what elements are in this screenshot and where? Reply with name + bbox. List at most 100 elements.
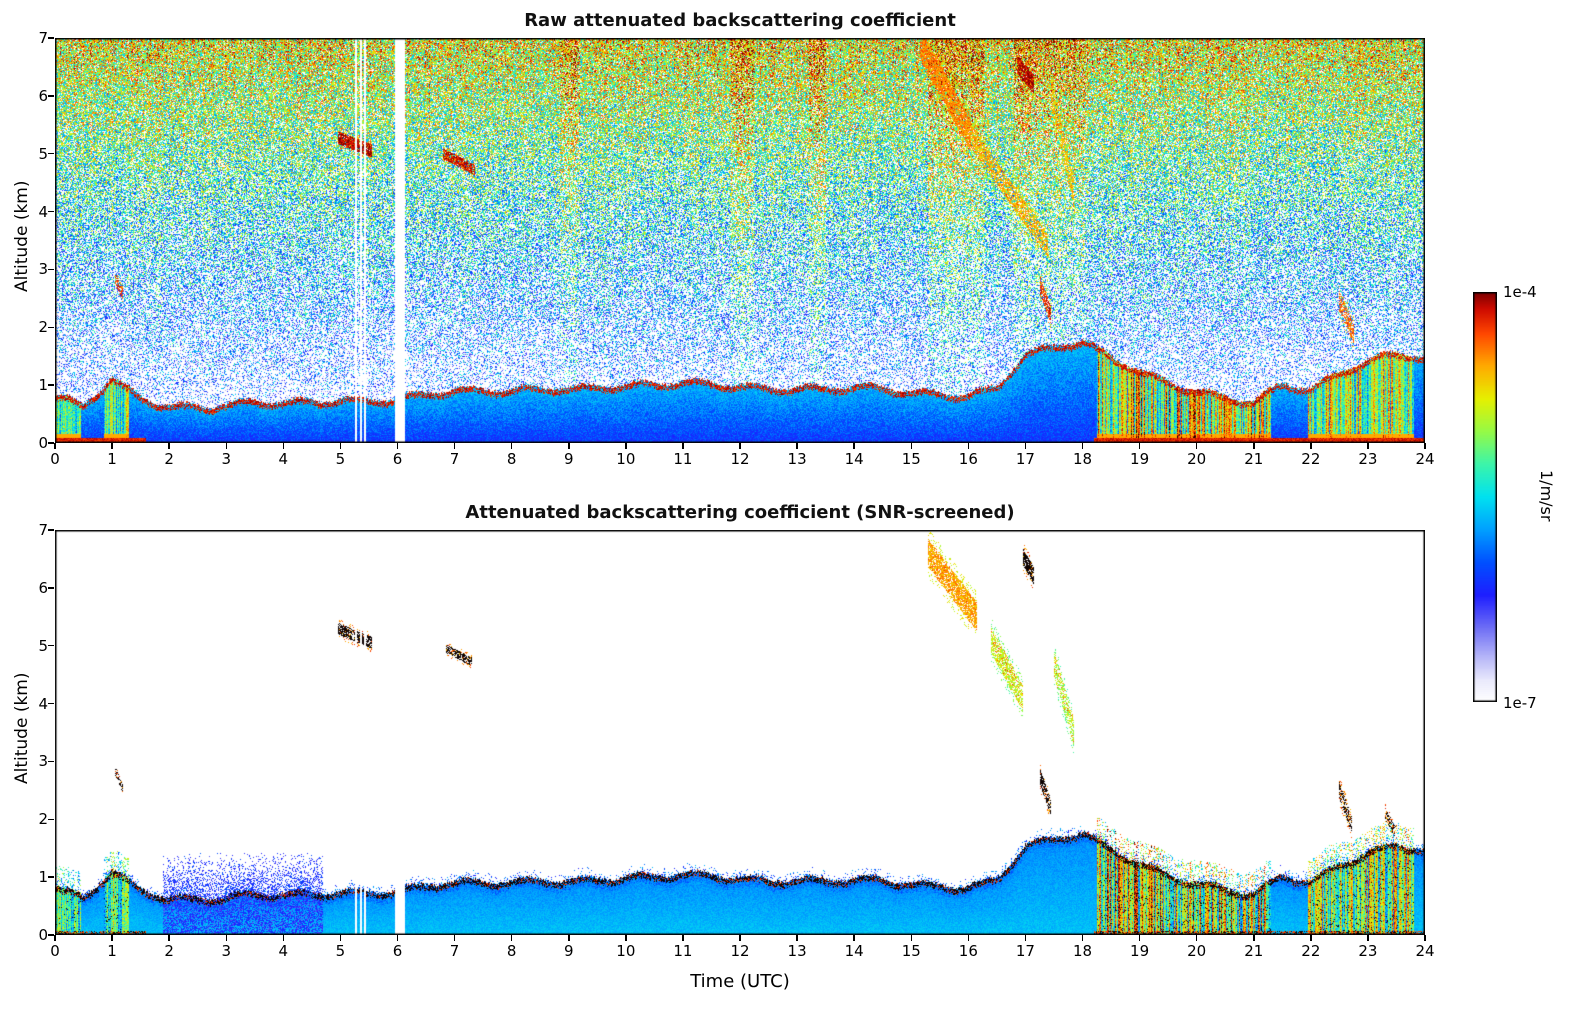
colorbar-unit-label: 1/m/sr	[1537, 470, 1556, 522]
x-tick-label: 15	[901, 942, 921, 960]
y-tick-label: 0	[38, 926, 48, 944]
y-tick-label: 7	[38, 29, 48, 47]
x-tick	[1424, 935, 1426, 941]
x-tick-label: 21	[1244, 942, 1264, 960]
x-tick-label: 6	[392, 450, 403, 468]
x-tick-label: 24	[1415, 450, 1435, 468]
y-tick-label: 3	[38, 752, 48, 771]
colorbar-max-label: 1e-4	[1503, 283, 1537, 301]
x-tick	[1138, 935, 1141, 941]
x-tick-label: 17	[1015, 942, 1035, 960]
y-tick-label: 2	[38, 810, 48, 829]
screened-backscatter-heatmap	[55, 530, 1425, 935]
x-tick	[1367, 935, 1369, 941]
x-tick	[625, 935, 627, 941]
x-tick	[739, 443, 741, 449]
x-tick	[910, 935, 912, 941]
y-tick-label: 5	[38, 636, 48, 655]
y-tick	[48, 587, 54, 589]
x-tick	[967, 935, 970, 941]
x-tick	[1081, 443, 1084, 449]
y-tick	[48, 934, 54, 936]
x-tick	[1195, 935, 1198, 941]
x-tick	[910, 443, 912, 449]
x-tick-label: 18	[1072, 450, 1093, 468]
x-tick	[453, 935, 456, 941]
y-tick-label: 0	[38, 434, 48, 452]
x-tick-label: 1	[107, 450, 117, 468]
x-tick	[967, 443, 970, 449]
y-tick	[48, 326, 54, 329]
x-tick	[796, 935, 798, 941]
x-tick-label: 16	[958, 942, 978, 960]
x-tick-label: 4	[278, 450, 289, 468]
y-tick	[48, 210, 54, 213]
x-tick-label: 7	[449, 450, 460, 468]
x-tick-label: 13	[787, 450, 807, 468]
x-tick	[625, 443, 627, 449]
y-tick-label: 7	[38, 521, 48, 539]
x-tick-label: 12	[730, 942, 750, 960]
y-tick	[48, 152, 54, 155]
x-tick	[1310, 935, 1312, 941]
x-tick	[54, 935, 56, 941]
y-tick	[48, 818, 54, 821]
x-tick	[739, 935, 741, 941]
x-tick-label: 9	[563, 450, 574, 468]
colorbar-min-label: 1e-7	[1503, 694, 1537, 712]
y-tick-label: 2	[38, 318, 48, 337]
x-tick	[510, 935, 513, 941]
x-tick	[111, 443, 113, 449]
x-tick	[1195, 443, 1198, 449]
x-tick	[453, 443, 456, 449]
x-axis-label: Time (UTC)	[690, 971, 790, 992]
y-tick	[48, 760, 54, 763]
colorbar	[1473, 292, 1497, 702]
x-tick	[796, 443, 798, 449]
x-tick-label: 22	[1301, 942, 1321, 960]
x-tick-label: 4	[278, 942, 289, 960]
y-tick	[48, 384, 54, 386]
x-tick-label: 0	[50, 450, 60, 468]
x-tick	[1081, 935, 1084, 941]
x-tick-label: 23	[1358, 942, 1378, 960]
x-tick-label: 23	[1358, 450, 1378, 468]
x-tick	[1367, 443, 1369, 449]
x-tick-label: 2	[164, 942, 174, 960]
x-tick	[1024, 443, 1027, 449]
panel-title-raw: Raw attenuated backscattering coefficien…	[524, 10, 956, 31]
x-tick	[568, 935, 570, 941]
y-tick	[48, 37, 54, 39]
y-tick	[48, 702, 54, 705]
x-tick	[1024, 935, 1027, 941]
y-tick-label: 3	[38, 260, 48, 279]
raw-backscatter-heatmap	[55, 38, 1425, 443]
x-tick	[111, 935, 113, 941]
x-tick	[682, 443, 684, 449]
x-tick	[1253, 935, 1255, 941]
panel-title-screened: Attenuated backscattering coefficient (S…	[465, 502, 1015, 523]
x-tick-label: 12	[730, 450, 750, 468]
x-tick-label: 5	[335, 942, 346, 960]
x-tick-label: 9	[563, 942, 574, 960]
x-tick-label: 18	[1072, 942, 1093, 960]
y-tick	[48, 529, 54, 531]
x-tick-label: 10	[616, 450, 636, 468]
x-tick-label: 15	[901, 450, 921, 468]
x-tick-label: 16	[958, 450, 978, 468]
y-tick-label: 4	[38, 202, 48, 221]
x-tick	[339, 443, 342, 449]
x-tick-label: 10	[616, 942, 636, 960]
x-tick	[339, 935, 342, 941]
x-tick-label: 0	[50, 942, 60, 960]
x-tick-label: 14	[844, 942, 864, 960]
x-tick-label: 20	[1187, 942, 1207, 960]
x-tick	[1310, 443, 1312, 449]
x-tick-label: 2	[164, 450, 174, 468]
x-tick	[682, 935, 684, 941]
x-tick	[1424, 443, 1426, 449]
x-tick	[282, 443, 285, 449]
y-tick-label: 1	[38, 868, 48, 887]
y-tick	[48, 442, 54, 444]
